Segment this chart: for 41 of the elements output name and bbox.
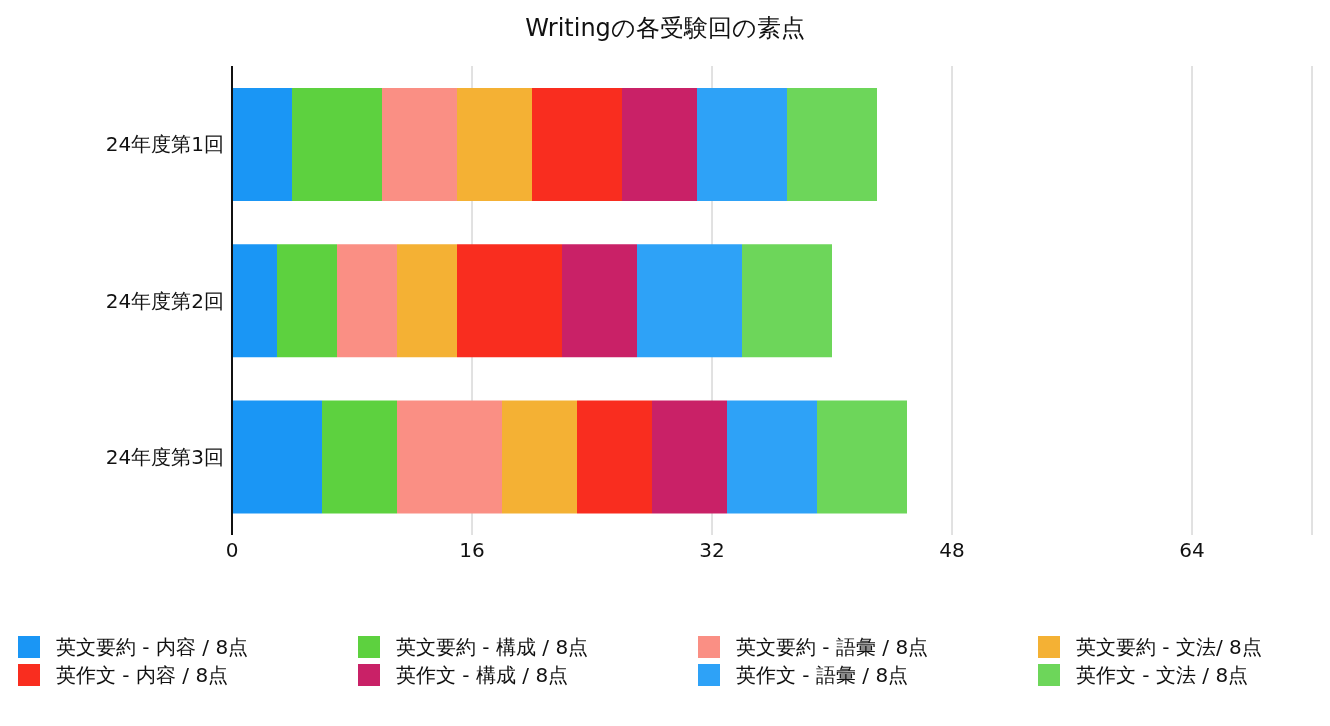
- bar: [637, 244, 742, 358]
- bar: [787, 87, 877, 201]
- bar: [652, 400, 727, 514]
- x-tick-label: 64: [1179, 538, 1205, 563]
- bar: [232, 87, 292, 201]
- y-tick-label: 24年度第1回: [105, 132, 224, 157]
- legend-label: 英文要約 - 文法/ 8点: [1076, 633, 1262, 661]
- legend-label: 英文要約 - 構成 / 8点: [396, 633, 589, 661]
- bar: [277, 244, 337, 358]
- x-tick-label: 16: [459, 538, 485, 563]
- bar: [457, 87, 532, 201]
- y-tick-label: 24年度第2回: [105, 288, 224, 313]
- legend-label: 英作文 - 構成 / 8点: [396, 661, 569, 689]
- bar: [532, 87, 622, 201]
- bar: [337, 244, 397, 358]
- legend-label: 英作文 - 文法 / 8点: [1076, 661, 1249, 689]
- legend-label: 英作文 - 内容 / 8点: [56, 661, 229, 689]
- bar: [727, 400, 817, 514]
- y-tick-label: 24年度第3回: [105, 444, 224, 469]
- legend-label: 英作文 - 語彙 / 8点: [736, 661, 909, 689]
- x-tick-label: 48: [939, 538, 965, 563]
- bar: [817, 400, 907, 514]
- chart-title: Writingの各受験回の素点: [525, 14, 805, 42]
- bar: [577, 400, 652, 514]
- legend-label: 英文要約 - 語彙 / 8点: [736, 633, 929, 661]
- bar: [322, 400, 397, 514]
- bar: [502, 400, 577, 514]
- bar: [292, 87, 382, 201]
- bar: [232, 244, 277, 358]
- legend-label: 英文要約 - 内容 / 8点: [56, 633, 249, 661]
- bar: [742, 244, 832, 358]
- bar: [397, 244, 457, 358]
- x-tick-label: 0: [225, 538, 239, 563]
- bar: [622, 87, 697, 201]
- bar: [457, 244, 562, 358]
- bar: [382, 87, 457, 201]
- x-tick-label: 32: [699, 538, 725, 563]
- bar: [397, 400, 502, 514]
- bar: [562, 244, 637, 358]
- bar: [697, 87, 787, 201]
- bar: [232, 400, 322, 514]
